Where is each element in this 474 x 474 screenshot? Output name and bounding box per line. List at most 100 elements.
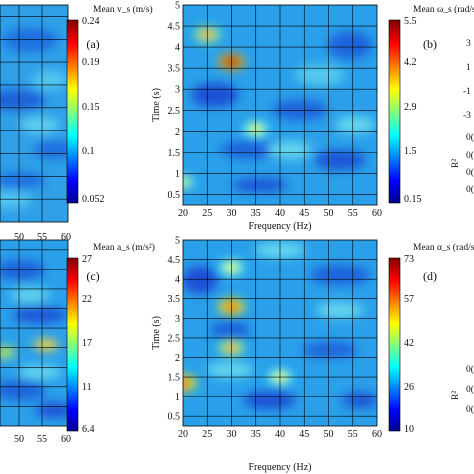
edge-text: -3 bbox=[463, 111, 471, 121]
panel-d-colorbar-title: Mean α_s (rad/s²) bbox=[413, 242, 474, 253]
panel-b-ytick: 4 bbox=[175, 43, 180, 54]
panel-a-cb-tick: 0.15 bbox=[82, 102, 100, 113]
panel-d-ytick: 1 bbox=[175, 392, 180, 403]
panel-a-grid bbox=[0, 5, 68, 222]
panel-d: 20 25 30 35 40 45 50 55 60 0.511.522.533.544.55 … bbox=[151, 236, 474, 474]
panel-d-hotspot bbox=[183, 377, 191, 388]
panel-d-ytick: 2.5 bbox=[168, 333, 181, 344]
edge-text: 0( bbox=[466, 150, 474, 161]
edge-text: 0( bbox=[466, 132, 474, 143]
panel-b-hotspot bbox=[183, 176, 191, 187]
panel-d-xlabel: Frequency (Hz) bbox=[248, 462, 311, 473]
panel-c: (c) 50 55 60 Mean a_s (m/s²) 27 22 17 11… bbox=[0, 239, 155, 445]
panel-d-cb-tick: 42 bbox=[404, 338, 414, 349]
panel-c-cb-tick: 17 bbox=[82, 338, 92, 349]
panel-d-cb-tick: 57 bbox=[404, 294, 414, 305]
panel-a-heatmap bbox=[0, 5, 68, 222]
panel-b: 20 25 30 35 40 45 50 55 60 0.511.522.533.544.55 … bbox=[151, 1, 474, 233]
panel-d-ytick: 5 bbox=[175, 236, 180, 247]
panel-d-ytick: 1.5 bbox=[168, 373, 181, 384]
panel-d-yticks: 0.5 1 1.5 2 2.5 3 3.5 4 4.5 5 bbox=[168, 236, 181, 423]
edge-text: 0( bbox=[466, 184, 474, 195]
panel-d-ylabel: Time (s) bbox=[151, 316, 162, 350]
edge-r2-label: R² bbox=[451, 159, 461, 168]
panel-b-xtick: 35 bbox=[251, 208, 261, 219]
panel-b-xlabel: Frequency (Hz) bbox=[248, 221, 311, 232]
panel-b-ytick: 2 bbox=[175, 127, 180, 138]
panel-d-ytick: 0.5 bbox=[168, 412, 181, 423]
panel-c-cb-tick: 6.4 bbox=[82, 424, 95, 435]
panel-a: (a) 50 55 60 Mean v_s (m/s) 0.24 0.19 0.… bbox=[0, 4, 153, 243]
panel-d-ytick: 2 bbox=[175, 353, 180, 364]
panel-c-xtick: 55 bbox=[37, 434, 47, 445]
panel-d-xtick: 60 bbox=[372, 429, 382, 440]
panel-c-colorbar-ticks: 27 22 17 11 6.4 bbox=[82, 254, 95, 435]
panel-c-cb-tick: 11 bbox=[82, 382, 92, 393]
panel-d-xtick: 40 bbox=[275, 429, 285, 440]
panel-c-cb-tick: 27 bbox=[82, 254, 92, 265]
panel-d-colorbar-ticks: 73 57 42 26 10 bbox=[404, 254, 414, 435]
panel-d-cb-tick: 26 bbox=[404, 382, 414, 393]
panel-c-colorbar bbox=[66, 257, 79, 432]
panel-b-xtick: 50 bbox=[324, 208, 334, 219]
edge-text: 0( bbox=[466, 167, 474, 178]
panel-b-xtick: 45 bbox=[299, 208, 309, 219]
panel-a-xticks: 50 55 60 bbox=[14, 232, 71, 243]
panel-b-xtick: 30 bbox=[227, 208, 237, 219]
panel-a-xtick: 50 bbox=[14, 232, 24, 243]
panel-d-xticks: 20 25 30 35 40 45 50 55 60 bbox=[178, 429, 382, 440]
panel-b-cb-tick: 4.2 bbox=[404, 57, 417, 68]
edge-text: 0( bbox=[466, 364, 474, 375]
panel-a-label: (a) bbox=[86, 37, 99, 51]
right-edge-text: 3 1 -1 -3 0( 0( 0( 0( R² 0( 0( 0( R² bbox=[451, 39, 474, 415]
panel-a-cb-tick: 0.19 bbox=[82, 57, 100, 68]
panel-c-label: (c) bbox=[86, 269, 99, 283]
panel-b-colorbar bbox=[388, 19, 401, 204]
edge-text: -1 bbox=[463, 87, 471, 97]
panel-d-xtick: 50 bbox=[324, 429, 334, 440]
panel-c-xticks: 50 55 60 bbox=[14, 434, 71, 445]
panel-b-cb-tick: 2.9 bbox=[404, 102, 417, 113]
panel-c-heatmap bbox=[0, 240, 68, 426]
edge-text: 0( bbox=[466, 404, 474, 415]
panel-b-frame bbox=[182, 4, 378, 206]
panel-b-colorbar-title: Mean ω_s (rad/s) bbox=[413, 4, 474, 15]
panel-b-ytick: 3 bbox=[175, 85, 180, 96]
panel-b-xtick: 60 bbox=[372, 208, 382, 219]
panel-b-ytick: 1 bbox=[175, 169, 180, 180]
panel-d-colorbar bbox=[388, 257, 401, 432]
panel-d-xtick: 45 bbox=[299, 429, 309, 440]
panel-b-ytick: 4.5 bbox=[168, 22, 181, 33]
panel-d-ytick: 4 bbox=[175, 275, 180, 286]
panel-d-ytick: 3.5 bbox=[168, 294, 181, 305]
panel-b-xtick: 55 bbox=[348, 208, 358, 219]
panel-b-ytick: 2.5 bbox=[168, 106, 181, 117]
panel-d-heatmap bbox=[183, 240, 377, 426]
panel-b-xtick: 25 bbox=[202, 208, 212, 219]
panel-d-cb-tick: 73 bbox=[404, 254, 414, 265]
panel-d-cb-tick: 10 bbox=[404, 424, 414, 435]
edge-text: 3 bbox=[466, 39, 471, 49]
panel-a-cb-tick: 0.1 bbox=[82, 146, 95, 157]
panel-c-xtick: 50 bbox=[14, 434, 24, 445]
panel-b-ytick: 3.5 bbox=[168, 64, 181, 75]
panel-b-grid bbox=[183, 5, 377, 205]
panel-d-ytick: 3 bbox=[175, 314, 180, 325]
panel-b-xticks: 20 25 30 35 40 45 50 55 60 bbox=[178, 208, 382, 219]
panel-b-ytick: 0.5 bbox=[168, 190, 181, 201]
panel-b-xtick: 20 bbox=[178, 208, 188, 219]
panel-d-frame bbox=[182, 239, 378, 427]
panel-a-colorbar bbox=[66, 19, 79, 204]
panel-a-cb-tick: 0.24 bbox=[82, 16, 100, 27]
edge-text: 0( bbox=[466, 384, 474, 395]
panel-d-xtick: 35 bbox=[251, 429, 261, 440]
edge-r2-label: R² bbox=[451, 391, 461, 400]
panel-d-ytick: 4.5 bbox=[168, 255, 181, 266]
panel-a-cb-tick: 0.052 bbox=[82, 194, 105, 205]
panel-d-label: (d) bbox=[423, 269, 437, 283]
panel-d-xtick: 25 bbox=[202, 429, 212, 440]
panel-d-xtick: 55 bbox=[348, 429, 358, 440]
panel-b-yticks: 0.5 1 1.5 2 2.5 3 3.5 4 4.5 5 bbox=[168, 1, 181, 201]
panel-b-ytick: 1.5 bbox=[168, 148, 181, 159]
